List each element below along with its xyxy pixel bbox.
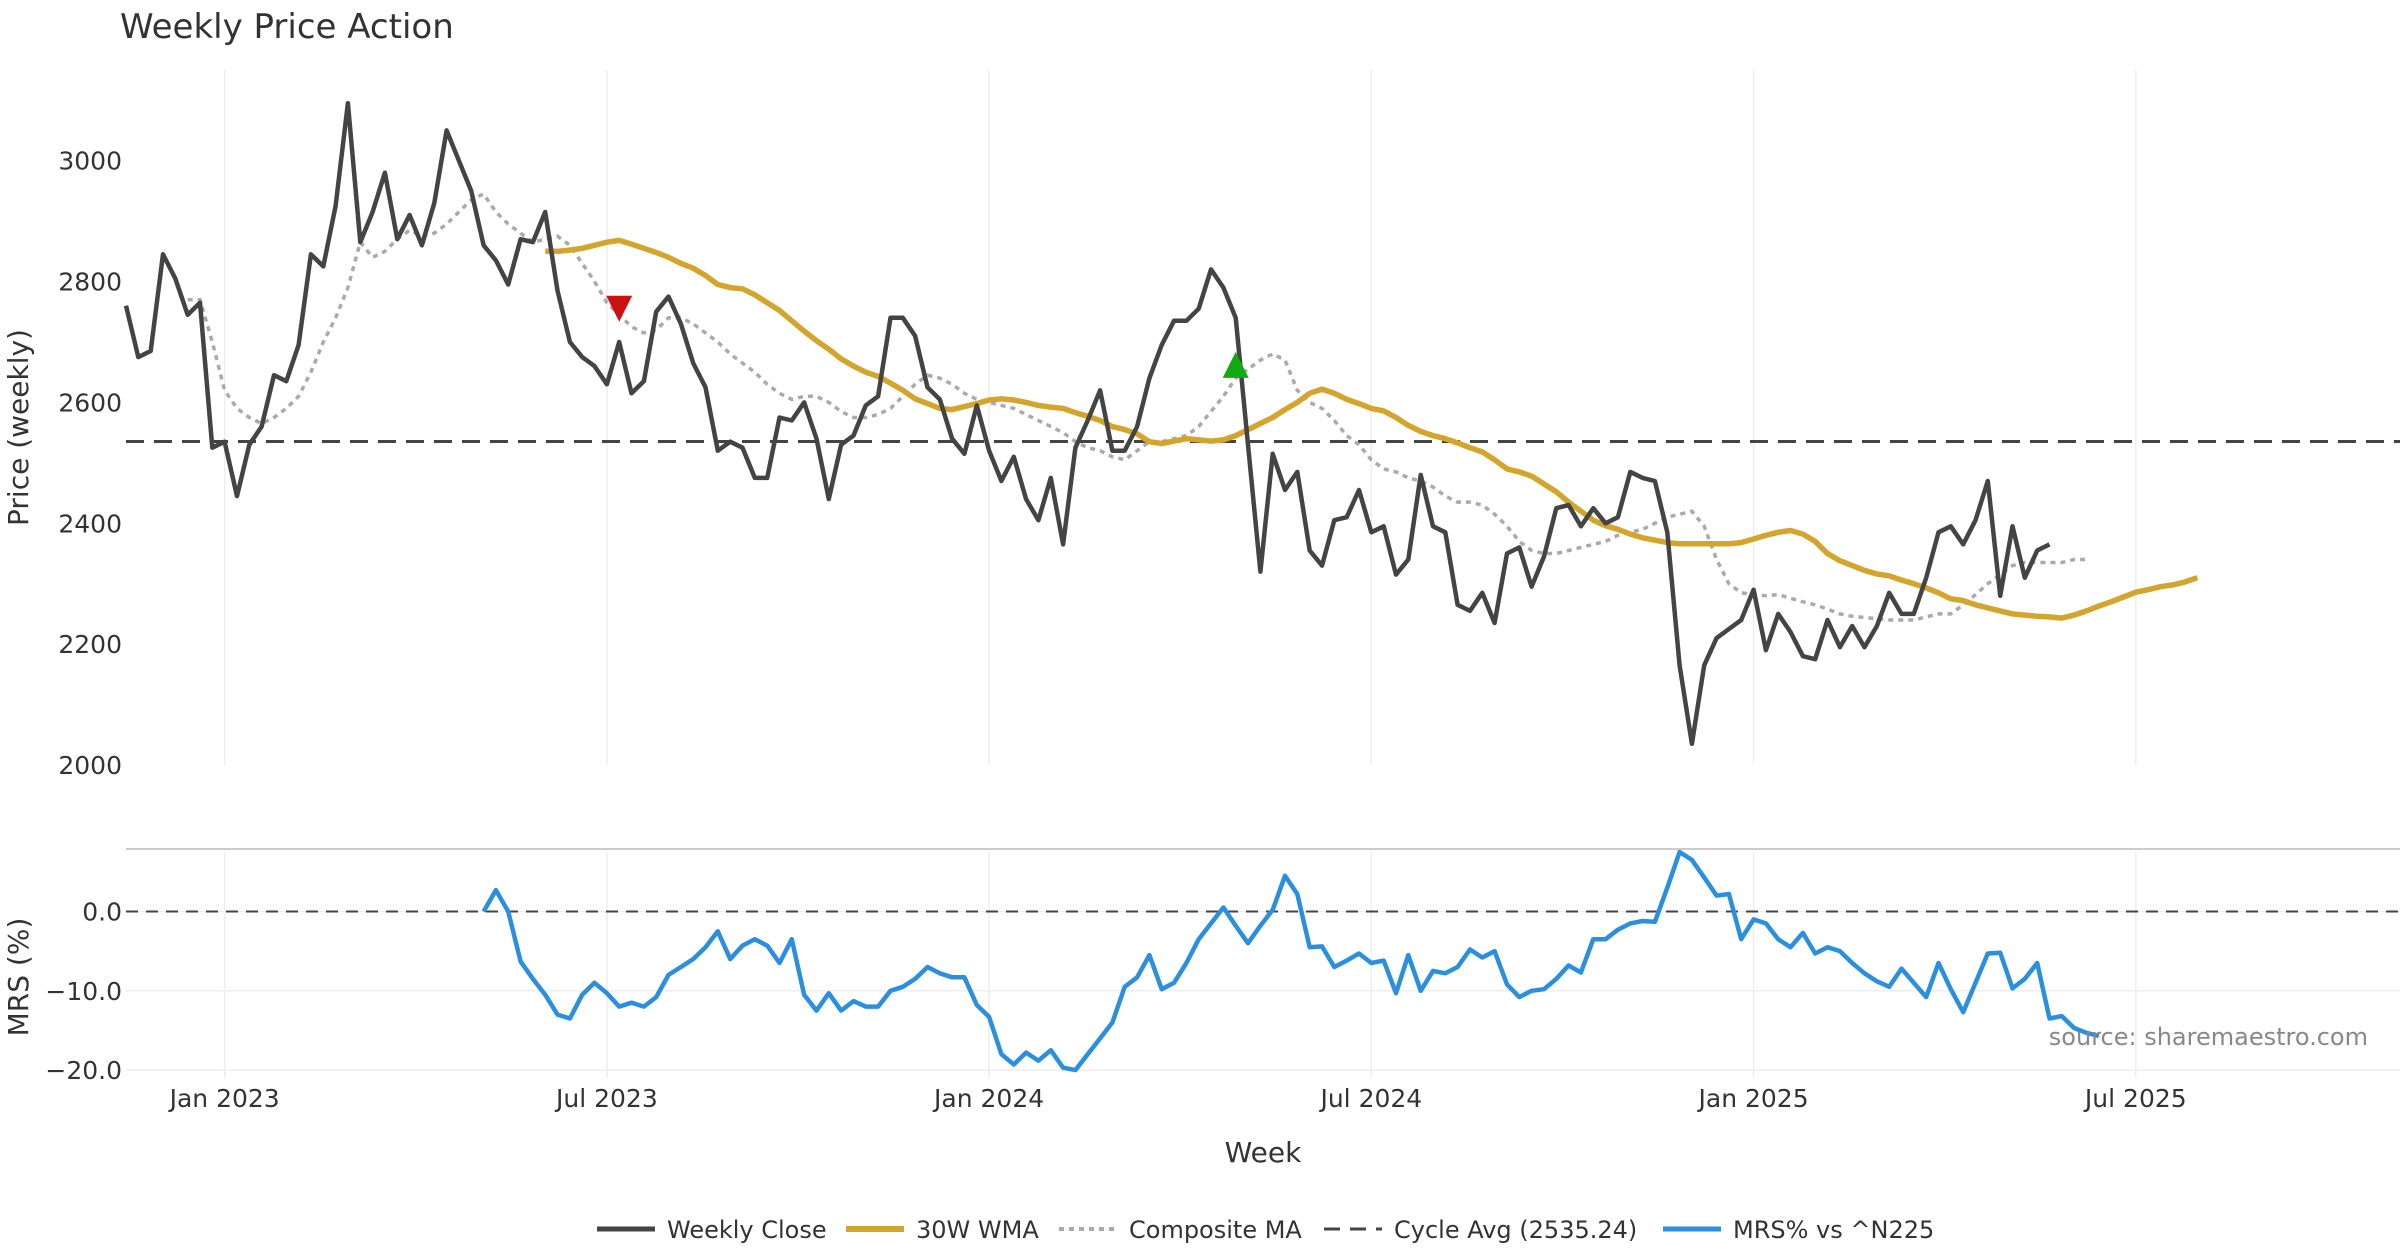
mrs-y-axis-label: MRS (%) xyxy=(2,918,35,1037)
x-axis-ticks: Jan 2023 Jul 2023 Jan 2024 Jul 2024 Jan 2025… xyxy=(168,1084,2187,1113)
mrs-y-tick-label: −20.0 xyxy=(45,1056,122,1085)
mrs-panel: 0.0 −10.0 −20.0 MRS (%) source: sharemaest… xyxy=(2,849,2400,1085)
x-tick-label: Jul 2024 xyxy=(1318,1084,1422,1113)
signal-markers xyxy=(606,295,1249,378)
mrs-series xyxy=(481,849,2100,1073)
price-y-tick-label: 2000 xyxy=(58,751,122,780)
legend: Weekly Close 30W WMA Composite MA Cycle Avg… xyxy=(597,1216,1934,1244)
legend-label-composite: Composite MA xyxy=(1129,1216,1302,1244)
mrs-gridlines xyxy=(126,852,2400,1078)
price-y-ticks: 2000 2200 2400 2600 2800 3000 xyxy=(58,147,122,780)
x-tick-label: Jan 2024 xyxy=(932,1084,1044,1113)
chart-title: Weekly Price Action xyxy=(120,7,454,47)
x-tick-label: Jul 2025 xyxy=(2083,1084,2187,1113)
price-y-tick-label: 2800 xyxy=(58,268,122,297)
composite-ma-series xyxy=(187,191,2087,622)
legend-label-close: Weekly Close xyxy=(667,1216,827,1244)
mrs-y-tick-label: 0.0 xyxy=(82,897,122,926)
price-panel: 2000 2200 2400 2600 2800 3000 Price (weekly) xyxy=(2,70,2400,780)
price-gridlines xyxy=(223,70,2137,765)
mrs-y-tick-label: −10.0 xyxy=(45,977,122,1006)
price-y-tick-label: 2600 xyxy=(58,388,122,417)
price-y-tick-label: 2200 xyxy=(58,630,122,659)
source-credit: source: sharemaestro.com xyxy=(2049,1023,2368,1051)
x-tick-label: Jan 2025 xyxy=(1697,1084,1809,1113)
mrs-y-ticks: 0.0 −10.0 −20.0 xyxy=(45,897,122,1085)
price-y-axis-label: Price (weekly) xyxy=(2,329,35,526)
price-y-tick-label: 2400 xyxy=(58,509,122,538)
price-y-tick-label: 3000 xyxy=(58,147,122,176)
legend-label-wma: 30W WMA xyxy=(916,1216,1039,1244)
sell-signal-marker xyxy=(606,295,633,322)
legend-label-cycle: Cycle Avg (2535.24) xyxy=(1394,1216,1637,1244)
x-axis-label: Week xyxy=(1225,1136,1302,1169)
legend-label-mrs: MRS% vs ^N225 xyxy=(1733,1216,1934,1244)
x-tick-label: Jul 2023 xyxy=(554,1084,658,1113)
weekly-close-series xyxy=(123,100,2051,747)
x-tick-label: Jan 2023 xyxy=(168,1084,280,1113)
buy-signal-marker xyxy=(1222,351,1249,378)
